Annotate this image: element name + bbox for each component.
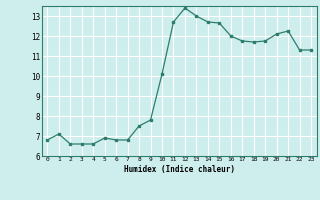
X-axis label: Humidex (Indice chaleur): Humidex (Indice chaleur) <box>124 165 235 174</box>
